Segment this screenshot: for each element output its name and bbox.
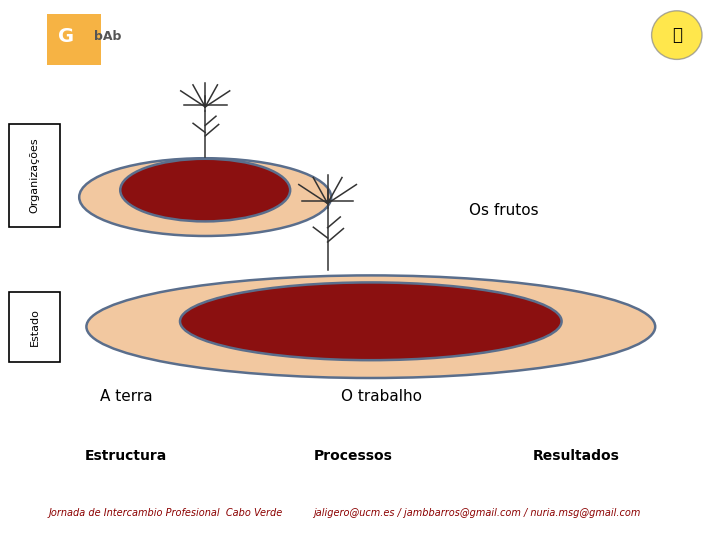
Ellipse shape [86,275,655,378]
Text: jaligero@ucm.es / jambbarros@gmail.com / nuria.msg@gmail.com: jaligero@ucm.es / jambbarros@gmail.com /… [313,508,641,518]
Ellipse shape [120,159,290,221]
Ellipse shape [79,158,331,236]
Text: Os frutos: Os frutos [469,203,539,218]
Text: 🏛: 🏛 [672,26,682,44]
Text: Organizações: Organizações [30,138,40,213]
Ellipse shape [180,282,562,360]
Text: O trabalho: O trabalho [341,389,422,404]
Text: Resultados: Resultados [533,449,619,463]
Text: bAb: bAb [94,30,121,43]
Text: A terra: A terra [99,389,153,404]
FancyBboxPatch shape [47,14,101,65]
Text: Estructura: Estructura [85,449,167,463]
Text: Jornada de Intercambio Profesional  Cabo Verde: Jornada de Intercambio Profesional Cabo … [49,508,283,518]
Text: Processos: Processos [313,449,392,463]
FancyBboxPatch shape [9,124,60,227]
Text: Estado: Estado [30,308,40,346]
Ellipse shape [652,11,702,59]
FancyBboxPatch shape [9,292,60,362]
Text: G: G [58,27,74,46]
